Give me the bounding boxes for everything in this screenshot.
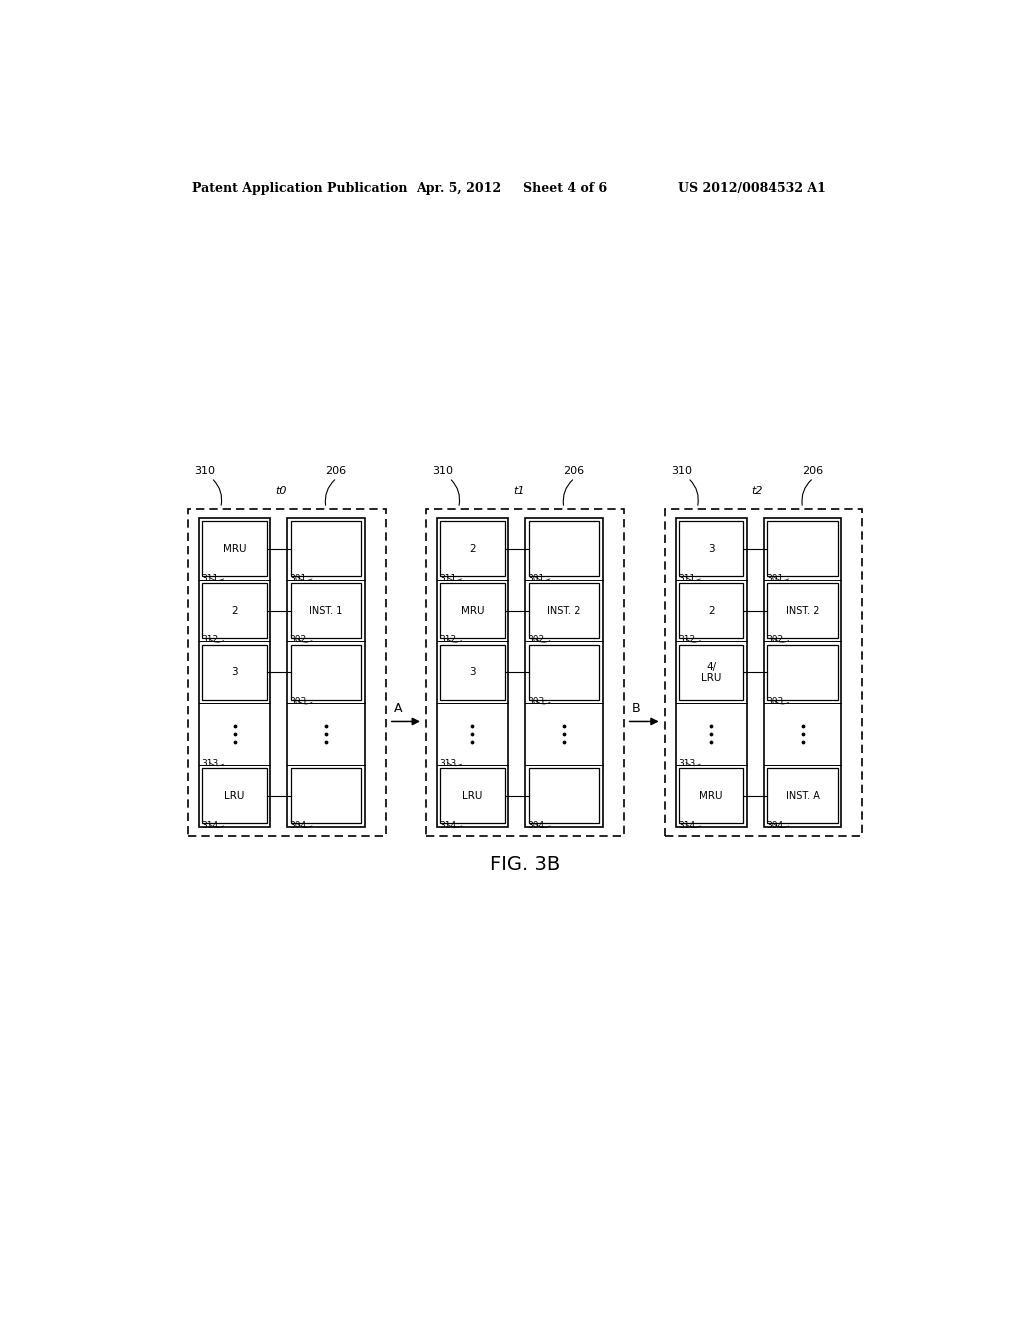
Text: 304: 304 — [766, 821, 783, 829]
Text: 302: 302 — [527, 635, 545, 644]
Text: 3: 3 — [469, 668, 476, 677]
Text: 311: 311 — [678, 574, 695, 582]
Text: INST. 1: INST. 1 — [309, 606, 343, 615]
Bar — [679, 583, 743, 638]
Text: LRU: LRU — [224, 791, 245, 801]
Text: 206: 206 — [802, 466, 823, 477]
Text: 311: 311 — [439, 574, 457, 582]
Bar — [528, 645, 599, 700]
Text: 3: 3 — [231, 668, 238, 677]
Text: 312: 312 — [202, 635, 218, 644]
Text: INST. A: INST. A — [785, 791, 819, 801]
Text: 310: 310 — [195, 466, 215, 477]
Bar — [440, 521, 505, 577]
Text: Sheet 4 of 6: Sheet 4 of 6 — [523, 182, 607, 194]
Bar — [291, 583, 361, 638]
Bar — [679, 768, 743, 824]
Text: 303: 303 — [290, 697, 307, 706]
Bar — [440, 645, 505, 700]
Text: INST. 2: INST. 2 — [785, 606, 819, 615]
Text: 303: 303 — [766, 697, 783, 706]
Bar — [665, 508, 862, 836]
Text: 3: 3 — [708, 544, 715, 554]
Text: MRU: MRU — [699, 791, 723, 801]
Bar — [188, 508, 386, 836]
Bar — [291, 768, 361, 824]
Text: 2: 2 — [231, 606, 238, 615]
Bar — [679, 645, 743, 700]
Text: 4/
LRU: 4/ LRU — [701, 661, 721, 684]
Text: 310: 310 — [432, 466, 454, 477]
Text: 313: 313 — [439, 759, 457, 768]
Text: 301: 301 — [290, 574, 307, 582]
Bar — [528, 768, 599, 824]
Text: 301: 301 — [766, 574, 783, 582]
Text: B: B — [632, 701, 641, 714]
Text: LRU: LRU — [462, 791, 482, 801]
Bar — [767, 521, 838, 577]
Text: MRU: MRU — [223, 544, 247, 554]
Bar — [767, 768, 838, 824]
Bar — [767, 583, 838, 638]
Text: 304: 304 — [290, 821, 307, 829]
Text: t1: t1 — [513, 486, 524, 496]
Bar — [291, 521, 361, 577]
Text: 312: 312 — [678, 635, 695, 644]
Text: 206: 206 — [563, 466, 585, 477]
Bar — [764, 517, 842, 826]
Bar — [203, 583, 266, 638]
Bar — [291, 645, 361, 700]
Bar — [440, 768, 505, 824]
Text: 310: 310 — [671, 466, 692, 477]
Bar — [525, 517, 603, 826]
Bar — [203, 521, 266, 577]
Bar — [528, 583, 599, 638]
Bar — [203, 768, 266, 824]
Text: t0: t0 — [274, 486, 287, 496]
Text: 314: 314 — [678, 821, 695, 829]
Bar — [288, 517, 365, 826]
Text: 314: 314 — [439, 821, 457, 829]
Text: 206: 206 — [326, 466, 346, 477]
Text: MRU: MRU — [461, 606, 484, 615]
Text: FIG. 3B: FIG. 3B — [489, 855, 560, 875]
Text: 2: 2 — [708, 606, 715, 615]
Text: 313: 313 — [202, 759, 218, 768]
Bar — [440, 583, 505, 638]
Text: A: A — [394, 701, 402, 714]
Bar — [203, 645, 266, 700]
Text: 302: 302 — [766, 635, 783, 644]
Text: 304: 304 — [527, 821, 545, 829]
Text: t2: t2 — [752, 486, 763, 496]
Bar — [679, 521, 743, 577]
Bar — [199, 517, 270, 826]
Text: 2: 2 — [469, 544, 476, 554]
Text: 301: 301 — [527, 574, 545, 582]
Bar — [437, 517, 508, 826]
Bar — [676, 517, 746, 826]
Text: INST. 2: INST. 2 — [547, 606, 581, 615]
Bar — [767, 645, 838, 700]
Text: US 2012/0084532 A1: US 2012/0084532 A1 — [678, 182, 826, 194]
Text: Apr. 5, 2012: Apr. 5, 2012 — [417, 182, 502, 194]
Text: 313: 313 — [678, 759, 695, 768]
Bar — [426, 508, 624, 836]
Text: 312: 312 — [439, 635, 457, 644]
Bar — [528, 521, 599, 577]
Text: 311: 311 — [202, 574, 218, 582]
Text: 314: 314 — [202, 821, 218, 829]
Text: 302: 302 — [290, 635, 307, 644]
Text: Patent Application Publication: Patent Application Publication — [191, 182, 408, 194]
Text: 303: 303 — [527, 697, 545, 706]
